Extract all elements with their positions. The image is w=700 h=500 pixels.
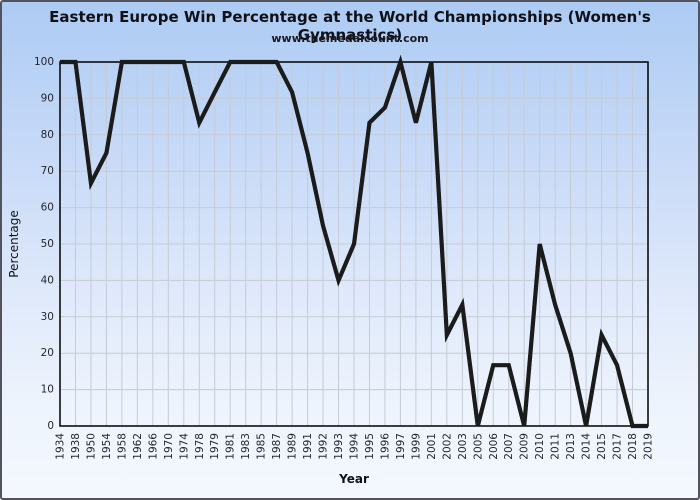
y-tick-label: 70 [41, 165, 54, 177]
x-tick-label: 2014 [581, 433, 593, 460]
y-tick-label: 30 [41, 311, 54, 323]
x-tick-label: 2003 [457, 433, 469, 460]
x-tick-label: 1954 [101, 433, 113, 460]
x-tick-label: 1966 [147, 433, 159, 460]
x-axis-title: Year [338, 472, 369, 486]
y-tick-label: 80 [41, 129, 54, 141]
x-tick-label: 1999 [410, 433, 422, 460]
y-tick-label: 60 [41, 202, 54, 214]
x-tick-label: 1983 [240, 433, 252, 460]
x-tick-label: 1992 [318, 433, 330, 460]
x-tick-label: 1981 [225, 433, 237, 460]
x-tick-label: 1970 [163, 433, 175, 460]
y-tick-label: 40 [41, 274, 54, 286]
y-tick-label: 90 [41, 92, 54, 104]
y-axis-title: Percentage [7, 210, 21, 278]
x-tick-label: 1994 [349, 433, 361, 460]
x-tick-label: 2013 [565, 433, 577, 460]
x-tick-label: 1950 [85, 433, 97, 460]
x-tick-label: 1962 [132, 433, 144, 460]
x-tick-label: 2019 [643, 433, 655, 460]
y-tick-label: 50 [41, 238, 54, 250]
plot-border [59, 61, 649, 427]
x-tick-label: 2018 [627, 433, 639, 460]
x-tick-label: 1997 [395, 433, 407, 460]
x-tick-label: 1995 [364, 433, 376, 460]
x-tick-label: 2015 [596, 433, 608, 460]
y-tick-label: 0 [47, 420, 54, 432]
x-tick-label: 1987 [271, 433, 283, 460]
x-tick-label: 1989 [287, 433, 299, 460]
x-tick-label: 1996 [379, 433, 391, 460]
x-tick-label: 1938 [70, 433, 82, 460]
x-tick-label: 1978 [194, 433, 206, 460]
x-tick-label: 1991 [302, 433, 314, 460]
y-tick-label: 20 [41, 347, 54, 359]
chart-subtitle: www.themedalcount.com [271, 32, 429, 45]
x-tick-label: 2005 [472, 433, 484, 460]
data-line [60, 54, 648, 429]
x-tick-label: 2007 [503, 433, 515, 460]
x-tick-label: 1979 [209, 433, 221, 460]
gridlines [60, 62, 648, 426]
x-tick-label: 2001 [426, 433, 438, 460]
x-tick-label: 2009 [519, 433, 531, 460]
y-tick-label: 100 [34, 56, 54, 68]
x-tick-label: 2010 [534, 433, 546, 460]
x-tick-label: 1958 [116, 433, 128, 460]
x-tick-label: 1934 [55, 433, 67, 460]
x-tick-label: 2017 [612, 433, 624, 460]
x-tick-label: 1985 [256, 433, 268, 460]
y-tick-label: 10 [41, 384, 54, 396]
chart-title: Eastern Europe Win Percentage at the Wor… [49, 8, 651, 44]
y-axis-ticks: 0 10 20 30 40 50 60 70 80 90 100 [34, 56, 54, 432]
x-axis-ticks: 1934 1938 1950 1954 1958 1962 1966 1970 1974 1978… [55, 433, 655, 460]
x-tick-label: 2006 [488, 433, 500, 460]
x-tick-label: 2002 [441, 433, 453, 460]
x-tick-label: 1974 [178, 433, 190, 460]
x-tick-label: 2011 [550, 433, 562, 460]
x-tick-label: 1993 [333, 433, 345, 460]
